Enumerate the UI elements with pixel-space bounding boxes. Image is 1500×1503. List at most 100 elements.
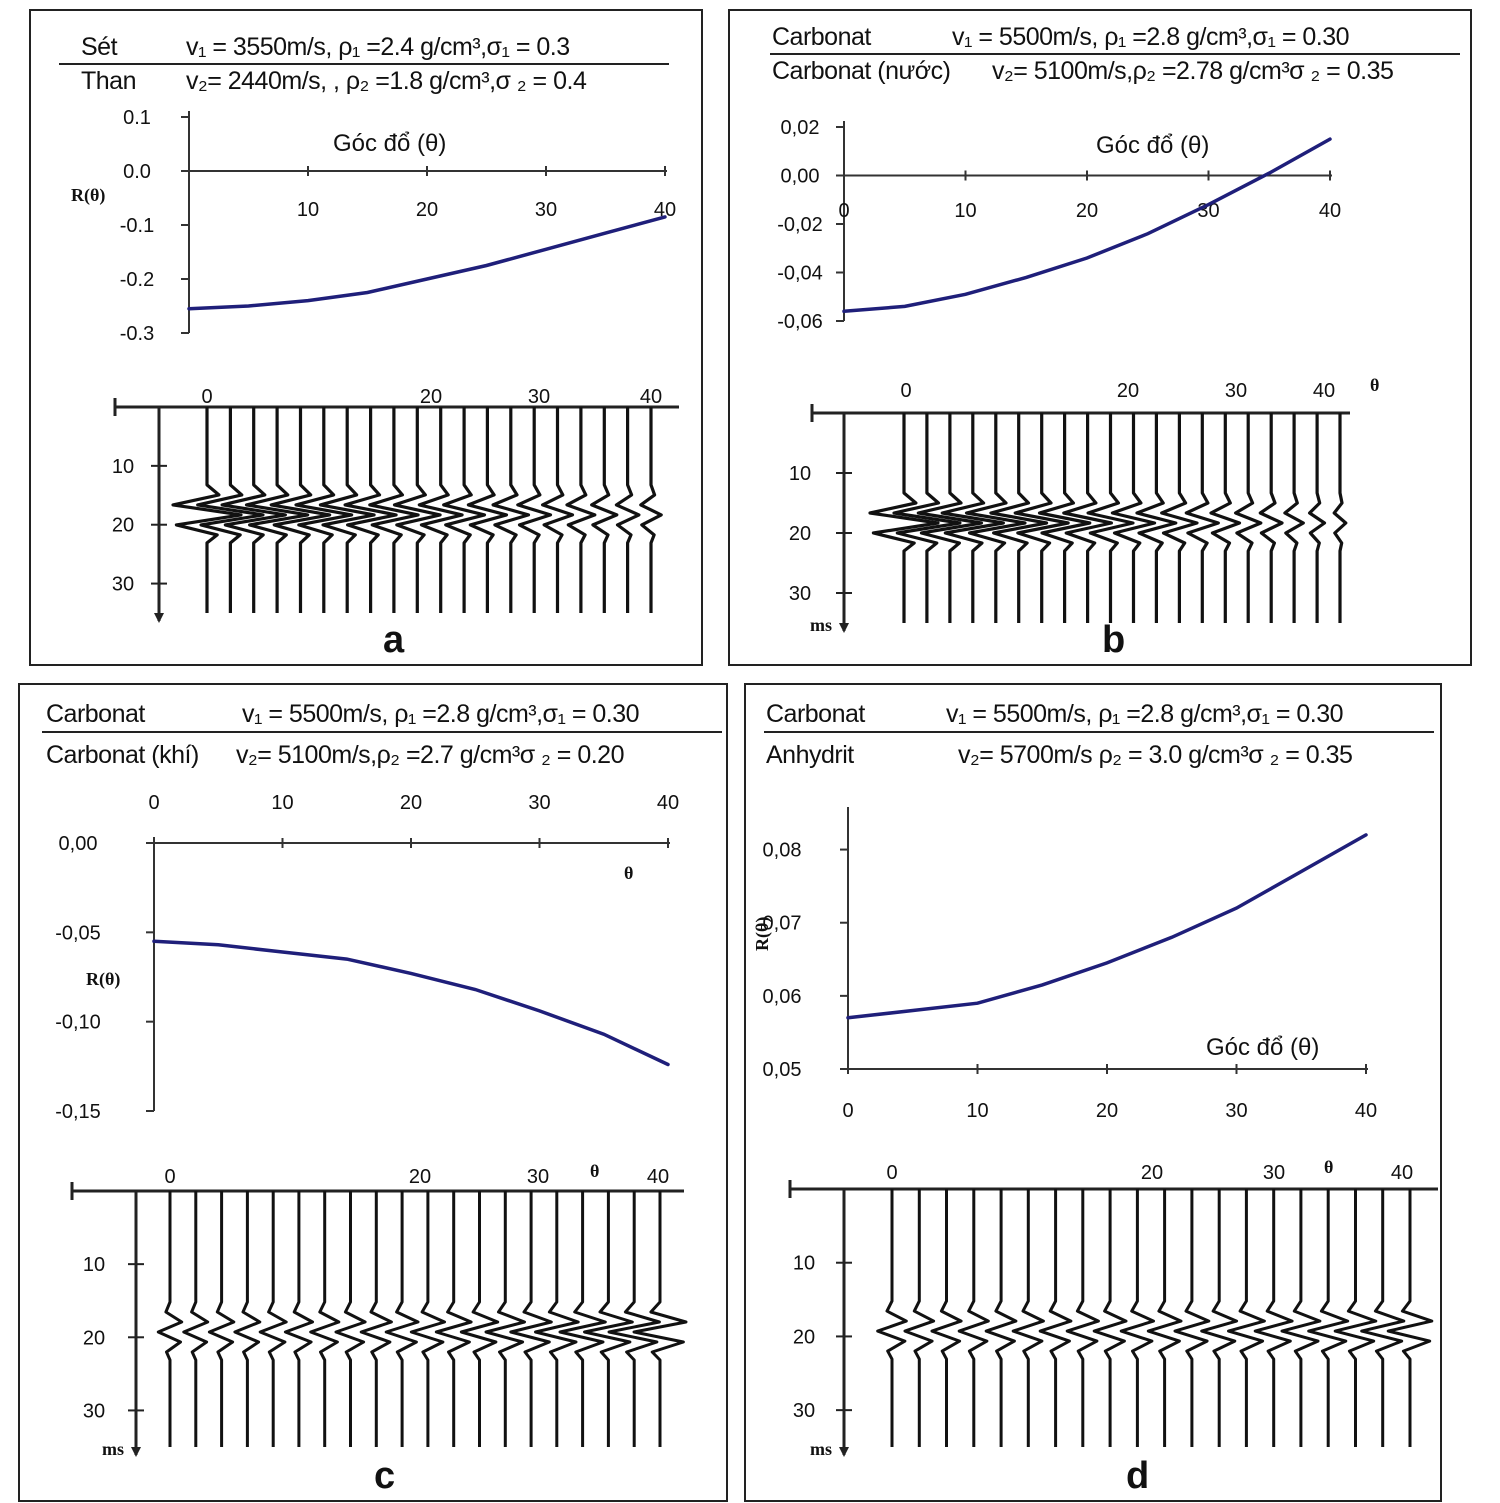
time-tick-label: 20 xyxy=(793,1326,815,1348)
seismic-trace xyxy=(614,407,641,613)
upper-layer-params: v₁ = 5500m/s, ρ₁ =2.8 g/cm³,σ₁ = 0.30 xyxy=(952,23,1350,51)
seismic-trace xyxy=(1308,413,1327,623)
trace-tick-label: 20 xyxy=(1117,380,1139,402)
seismic-trace xyxy=(1011,1189,1045,1447)
x-tick-label: 30 xyxy=(528,792,550,814)
upper-layer-name: Carbonat xyxy=(772,23,871,51)
seismic-trace xyxy=(1184,413,1220,623)
upper-layer-params: v₁ = 5500m/s, ρ₁ =2.8 g/cm³,σ₁ = 0.30 xyxy=(946,700,1344,728)
time-unit-label: ms xyxy=(810,1439,832,1459)
seismic-trace xyxy=(1086,413,1135,623)
x-axis-title: θ xyxy=(624,863,633,883)
seismic-trace xyxy=(590,407,619,613)
seismic-trace xyxy=(207,1191,236,1447)
seismic-trace xyxy=(491,407,531,613)
time-tick-label: 10 xyxy=(112,456,134,478)
time-axis-arrow xyxy=(154,613,164,623)
trace-tick-label: 20 xyxy=(1141,1162,1163,1184)
seismic-trace xyxy=(1332,413,1348,623)
seismic-trace xyxy=(892,413,962,623)
seismic-trace xyxy=(509,1191,553,1447)
seismic-trace xyxy=(1160,413,1199,623)
trace-axis-label: θ xyxy=(590,1161,599,1181)
seismic-trace xyxy=(484,1191,526,1447)
trace-tick-label: 30 xyxy=(1263,1162,1285,1184)
seismic-trace xyxy=(903,1189,936,1447)
seismic-trace xyxy=(876,1189,908,1447)
panel-d: Carbonat v₁ = 5500m/s, ρ₁ =2.8 g/cm³,σ₁ … xyxy=(744,683,1442,1502)
lower-layer-name: Carbonat (khí) xyxy=(46,741,199,769)
interface-line xyxy=(59,63,669,65)
y-tick-label: -0,04 xyxy=(777,263,823,285)
reflection-curve xyxy=(152,939,670,1067)
x-tick-label: 10 xyxy=(966,1100,988,1122)
seismic-trace xyxy=(442,407,487,613)
avo-chart-a: 0.1 0.0 -0.1 -0.2 -0.3 10 20 30 40 Góc đổ (θ) R(θ)… xyxy=(71,107,679,623)
seismic-trace xyxy=(1062,413,1113,623)
seismic-trace xyxy=(868,413,940,623)
trace-tick-label: 0 xyxy=(900,380,911,402)
trace-axis-label: θ xyxy=(1370,375,1379,395)
trace-tick-label: 20 xyxy=(409,1166,431,1188)
seismic-trace xyxy=(1227,1189,1266,1447)
panel-letter: a xyxy=(383,619,405,661)
time-axis-arrow xyxy=(839,1447,849,1457)
y-tick-label: -0,10 xyxy=(55,1012,101,1034)
y-tick-label: -0.1 xyxy=(120,215,154,237)
seismic-trace xyxy=(368,407,420,613)
x-tick-label: 30 xyxy=(1225,1100,1247,1122)
avo-chart-d: 0,08 0,07 0,06 0,05 0 10 20 30 40 Góc đổ (θ) R(θ) 1… xyxy=(752,807,1438,1459)
x-tick-label: 0 xyxy=(148,792,159,814)
trace-tick-label: 40 xyxy=(1391,1162,1413,1184)
x-tick-label: 10 xyxy=(954,200,976,222)
upper-layer-name: Carbonat xyxy=(46,700,145,728)
interface-line xyxy=(770,53,1460,55)
seismic-trace xyxy=(558,1191,607,1447)
panel-a: Sét v₁ = 3550m/s, ρ₁ =2.4 g/cm³,σ₁ = 0.3… xyxy=(29,9,703,666)
x-tick-label: 0 xyxy=(842,1100,853,1122)
x-tick-label: 40 xyxy=(1355,1100,1377,1122)
seismic-trace xyxy=(984,1189,1018,1447)
upper-layer-params: v₁ = 3550m/s, ρ₁ =2.4 g/cm³,σ₁ = 0.3 xyxy=(186,33,570,61)
time-unit-label: ms xyxy=(810,615,832,635)
reflection-curve xyxy=(187,215,667,311)
time-tick-label: 10 xyxy=(83,1254,105,1276)
seismic-trace xyxy=(632,1191,688,1447)
seismic-trace xyxy=(964,413,1027,623)
seismic-trace xyxy=(916,413,984,623)
seismic-trace xyxy=(1038,1189,1073,1447)
seismic-trace xyxy=(343,407,398,613)
time-tick-label: 10 xyxy=(789,463,811,485)
lower-layer-name: Carbonat (nước) xyxy=(772,57,951,85)
time-tick-label: 30 xyxy=(789,583,811,605)
time-tick-label: 20 xyxy=(112,515,134,537)
seismic-trace xyxy=(940,413,1005,623)
seismic-trace xyxy=(583,1191,634,1447)
seismic-trace xyxy=(1333,1189,1378,1447)
upper-layer-name: Sét xyxy=(81,33,118,61)
trace-tick-label: 0 xyxy=(164,1166,175,1188)
seismic-trace xyxy=(392,407,442,613)
x-tick-label: 20 xyxy=(1076,200,1098,222)
avo-chart-c: 0,00 -0,05 -0,10 -0,15 0 10 20 30 40 θ R(θ) 10 20 30 m… xyxy=(55,792,688,1459)
seismic-trace xyxy=(1280,1189,1322,1447)
seismic-trace xyxy=(1013,413,1070,623)
trace-tick-label: 0 xyxy=(886,1162,897,1184)
lower-layer-params: v₂= 5100m/s,ρ₂ =2.78 g/cm³σ ₂ = 0.35 xyxy=(992,57,1394,85)
trace-axis-label: θ xyxy=(1324,1157,1333,1177)
time-tick-label: 30 xyxy=(83,1400,105,1422)
reflection-curve xyxy=(846,833,1368,1020)
y-tick-label: -0,05 xyxy=(55,922,101,944)
seismic-trace xyxy=(1209,413,1242,623)
y-axis-title: R(θ) xyxy=(71,185,105,206)
panel-letter: d xyxy=(1126,1455,1150,1497)
seismic-trace xyxy=(434,1191,473,1447)
seismic-trace xyxy=(318,407,376,613)
seismic-trace xyxy=(384,1191,420,1447)
x-axis-title: Góc đổ (θ) xyxy=(1096,132,1209,159)
y-tick-label: -0.2 xyxy=(120,269,154,291)
seismic-trace xyxy=(171,407,243,613)
seismic-trace xyxy=(1146,1189,1183,1447)
y-tick-label: 0,02 xyxy=(781,117,820,139)
seismic-trace xyxy=(1258,413,1284,623)
